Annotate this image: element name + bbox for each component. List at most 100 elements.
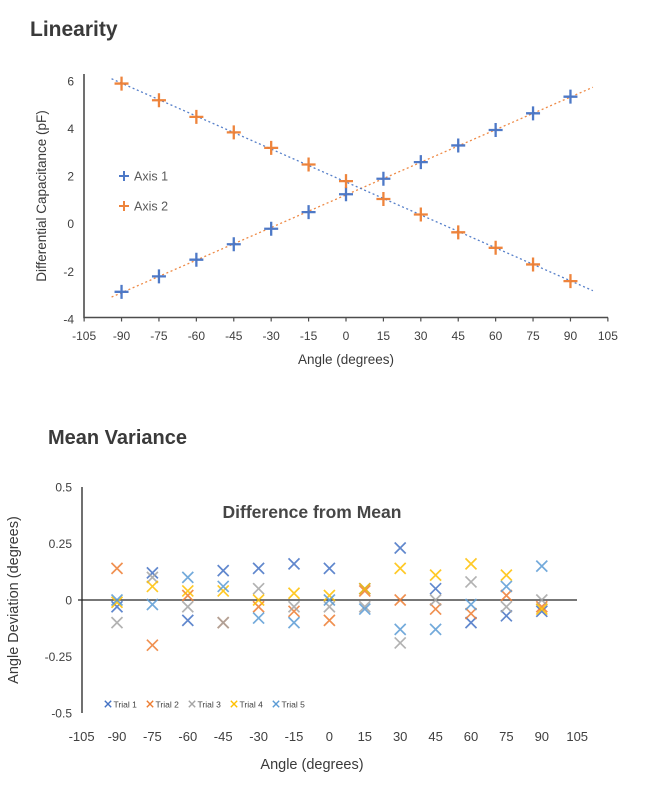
x-tick-label: 105 (566, 729, 588, 744)
y-tick-label: 4 (67, 122, 74, 136)
plus-marker-icon (526, 257, 541, 272)
plus-marker-icon (451, 138, 466, 153)
cross-marker-icon (217, 584, 230, 598)
plus-marker-icon (488, 240, 503, 255)
cross-marker-icon (252, 562, 265, 575)
cross-marker-icon (272, 700, 280, 708)
x-tick-label: -45 (214, 729, 233, 744)
cross-marker-icon (535, 605, 548, 618)
y-tick-label: 6 (67, 74, 74, 88)
cross-marker-icon (464, 607, 478, 620)
x-tick-label: 15 (377, 329, 391, 343)
cross-marker-icon (230, 700, 238, 708)
x-tick-label: 60 (489, 329, 503, 343)
cross-marker-icon (500, 569, 513, 582)
plus-marker-icon (264, 140, 279, 155)
plus-marker-icon (189, 252, 204, 267)
x-tick-label: 45 (452, 329, 466, 343)
cross-marker-icon (146, 639, 159, 652)
cross-marker-icon (217, 564, 230, 577)
cross-marker-icon (429, 623, 442, 636)
x-tick-label: -60 (188, 329, 206, 343)
cross-marker-icon (535, 559, 548, 573)
mean-variance-chart: Mean Variance Difference from Mean Angle… (6, 427, 588, 773)
cross-marker-icon (181, 614, 194, 627)
legend-label: Axis 1 (134, 169, 168, 183)
cross-marker-icon (464, 575, 478, 589)
cross-marker-icon (394, 541, 407, 555)
x-tick-label: -45 (225, 329, 243, 343)
y-tick-label: 0.25 (49, 537, 73, 551)
plus-marker-icon (413, 155, 428, 170)
cross-marker-icon (358, 582, 371, 595)
x-tick-label: 0 (343, 329, 350, 343)
variance-y-axis-title: Angle Deviation (degrees) (6, 516, 22, 684)
cross-marker-icon (287, 587, 301, 600)
variance-legend: Trial 1 Trial 2 Trial 3 Trial 4 Trial 5 (104, 700, 306, 710)
cross-marker-icon (464, 598, 478, 611)
plus-marker-icon (119, 201, 129, 211)
plus-marker-icon (413, 207, 428, 222)
x-tick-label: 105 (598, 329, 618, 343)
linearity-plot-area: -105 -90 -75 -60 -45 -30 -15 0 15 30 45 60 75 90 105 6 4… (63, 74, 618, 343)
cross-marker-icon (181, 584, 194, 598)
legend-label: Trial 5 (282, 700, 306, 710)
cross-marker-icon (535, 593, 548, 607)
cross-marker-icon (110, 616, 124, 629)
x-tick-label: -90 (108, 729, 127, 744)
x-tick-label: 15 (358, 729, 372, 744)
cross-marker-icon (188, 700, 196, 708)
cross-marker-icon (287, 616, 301, 629)
x-tick-label: -15 (300, 329, 318, 343)
cross-marker-icon (104, 700, 112, 708)
variance-plot-area: 0.5 0.25 0 -0.25 -0.5 -105 -90 -75 -60 -45 -30 -15 0… (45, 480, 588, 744)
legend-label: Trial 4 (240, 700, 264, 710)
cross-marker-icon (535, 602, 548, 616)
trendline (111, 86, 594, 298)
plus-marker-icon (119, 171, 129, 181)
cross-marker-icon (181, 600, 194, 613)
x-tick-label: 0 (326, 729, 333, 744)
x-tick-label: -105 (69, 729, 95, 744)
plus-marker-icon (226, 125, 241, 140)
plus-marker-icon (526, 106, 541, 121)
cross-marker-icon (287, 605, 301, 618)
cross-marker-icon (500, 600, 513, 613)
linearity-x-axis-title: Angle (degrees) (298, 352, 394, 367)
plus-marker-icon (339, 187, 353, 202)
cross-marker-icon (217, 616, 230, 629)
cross-marker-icon (500, 609, 513, 622)
cross-marker-icon (110, 593, 124, 607)
plus-marker-icon (301, 157, 316, 172)
cross-marker-icon (146, 700, 154, 708)
cross-marker-icon (500, 589, 513, 602)
plus-marker-icon (339, 174, 353, 189)
x-tick-label: -75 (143, 729, 162, 744)
cross-marker-icon (252, 611, 265, 625)
trendline (111, 78, 594, 292)
plus-marker-icon (488, 122, 503, 137)
difference-from-mean-title: Difference from Mean (223, 502, 402, 522)
cross-marker-icon (464, 616, 478, 629)
x-tick-label: -75 (150, 329, 168, 343)
plus-marker-icon (301, 205, 316, 220)
x-tick-label: 90 (564, 329, 578, 343)
legend-label: Trial 3 (198, 700, 222, 710)
plus-marker-icon (189, 109, 204, 124)
cross-marker-icon (464, 557, 478, 570)
plus-marker-icon (563, 89, 578, 104)
cross-marker-icon (323, 589, 336, 602)
plus-marker-icon (114, 284, 129, 299)
legend-label: Trial 1 (114, 700, 138, 710)
y-tick-label: -0.5 (51, 706, 72, 720)
x-tick-label: 75 (499, 729, 513, 744)
legend-label: Axis 2 (134, 199, 168, 213)
cross-marker-icon (287, 557, 301, 570)
cross-marker-icon (110, 562, 124, 575)
plus-marker-icon (563, 274, 578, 289)
x-tick-label: 75 (526, 329, 540, 343)
cross-marker-icon (358, 584, 371, 598)
plus-marker-icon (114, 76, 129, 91)
x-tick-label: 30 (414, 329, 428, 343)
